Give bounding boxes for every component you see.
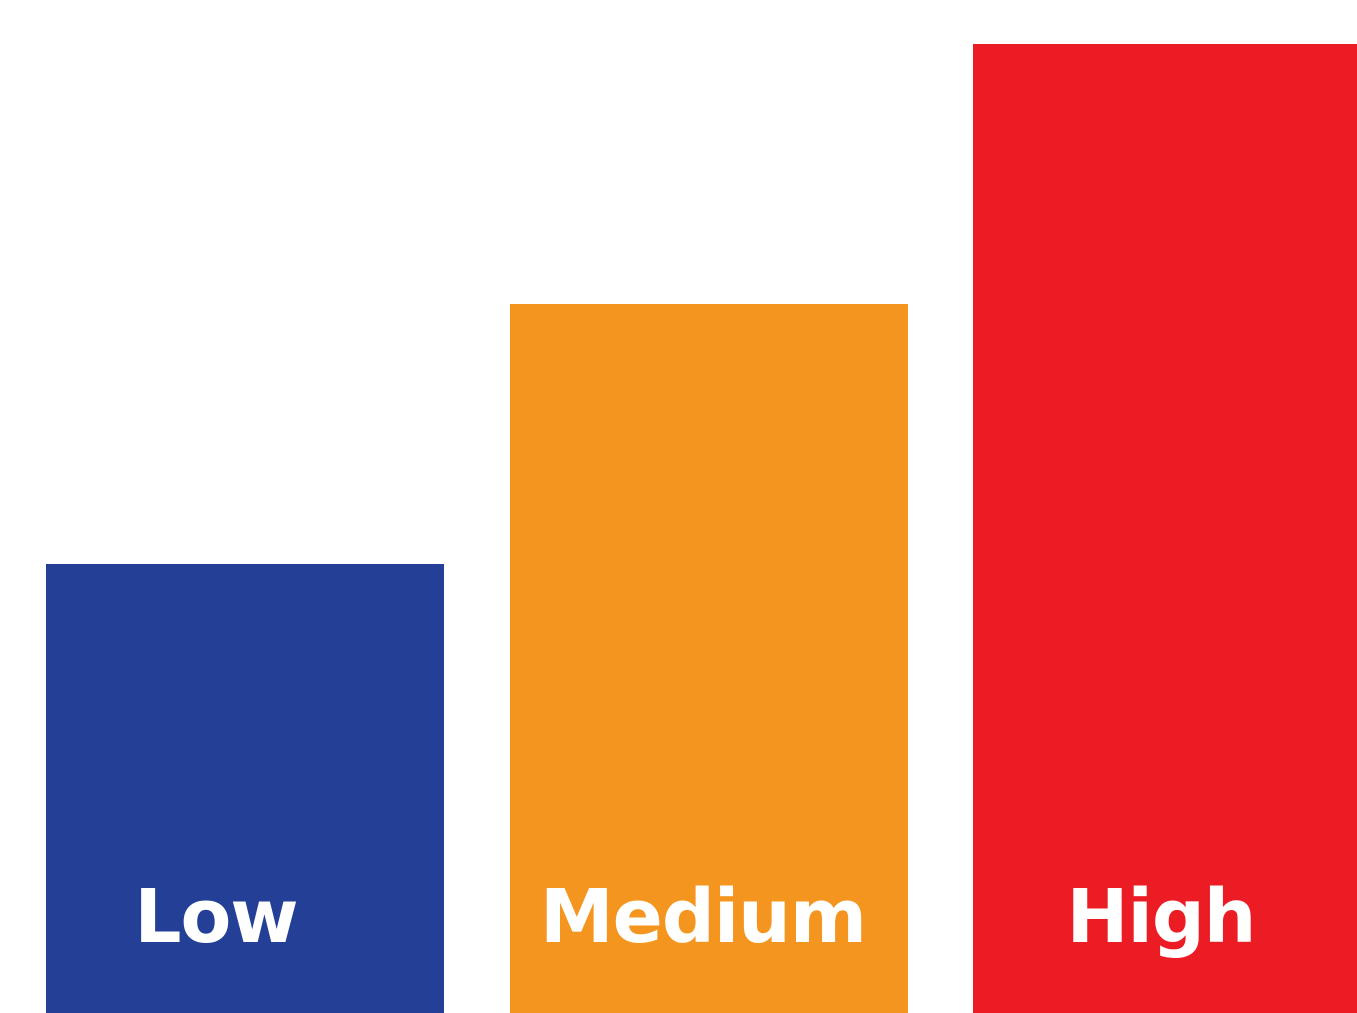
bar-low xyxy=(46,564,444,1013)
bar-label-low: Low xyxy=(134,874,297,960)
bars-group xyxy=(46,44,1357,1013)
bar-medium xyxy=(510,304,908,1013)
bar-labels-group: Low Medium High xyxy=(134,874,1256,960)
bar-high xyxy=(973,44,1357,1013)
bar-label-medium: Medium xyxy=(540,874,866,960)
bar-label-high: High xyxy=(1067,874,1256,960)
